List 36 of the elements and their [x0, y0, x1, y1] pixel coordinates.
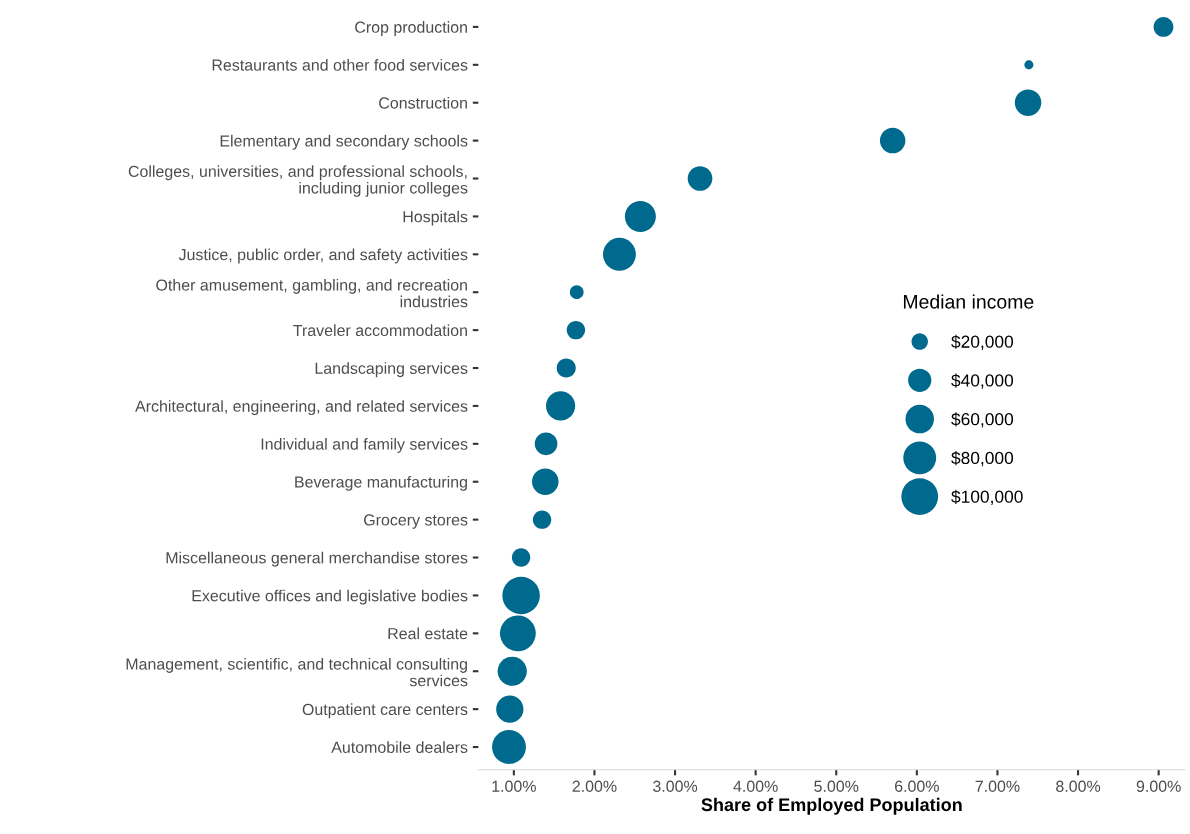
- legend-label: $100,000: [951, 489, 1023, 505]
- y-tick-label: Outpatient care centers: [302, 703, 468, 719]
- x-tick-label: 3.00%: [653, 780, 698, 792]
- x-tick-label: 8.00%: [1056, 780, 1101, 792]
- y-tick-label: Miscellaneous general merchandise stores: [166, 551, 468, 567]
- y-tick-label: Hospitals: [403, 210, 468, 226]
- y-tick-label: Beverage manufacturing: [295, 475, 467, 491]
- x-tick-label: 5.00%: [814, 780, 859, 792]
- x-tick-label: 6.00%: [895, 780, 939, 792]
- legend-label: $60,000: [951, 412, 1014, 428]
- y-tick-label: Executive offices and legislative bodies: [192, 589, 468, 605]
- y-tick-label: Real estate: [388, 627, 468, 640]
- x-tick-label: 4.00%: [733, 780, 778, 792]
- x-tick-label: 9.00%: [1136, 780, 1181, 792]
- legend-label: $20,000: [951, 334, 1014, 350]
- y-tick-label: Colleges, universities, and professional schools, including junior colleges: [128, 165, 468, 197]
- y-tick-label: Individual and family services: [261, 438, 468, 453]
- y-tick-label: Construction: [379, 96, 467, 109]
- x-axis-title: Share of Employed Population: [701, 797, 962, 815]
- y-tick-label: Restaurants and other food services: [212, 59, 468, 71]
- y-tick-label: Justice, public order, and safety activities: [178, 248, 468, 264]
- x-tick-label: 7.00%: [975, 780, 1020, 792]
- y-tick-label: Traveler accommodation: [293, 324, 467, 337]
- y-tick-label: Management, scientific, and technical consulting services: [126, 658, 468, 687]
- y-tick-label: Other amusement, gambling, and recreation industries: [156, 278, 468, 308]
- y-tick-label: Elementary and secondary schools: [220, 134, 468, 150]
- y-tick-label: Crop production: [355, 21, 467, 37]
- y-tick-label: Grocery stores: [364, 514, 468, 529]
- legend-label: $40,000: [951, 373, 1014, 389]
- y-tick-label: Architectural, engineering, and related services: [135, 400, 468, 416]
- x-tick-label: 2.00%: [572, 780, 617, 792]
- legend-title: Median income: [903, 294, 1034, 309]
- y-tick-label: Landscaping services: [315, 362, 468, 378]
- legend-label: $80,000: [951, 451, 1014, 467]
- y-tick-label: Automobile dealers: [331, 741, 468, 753]
- x-tick-label: 1.00%: [492, 780, 536, 792]
